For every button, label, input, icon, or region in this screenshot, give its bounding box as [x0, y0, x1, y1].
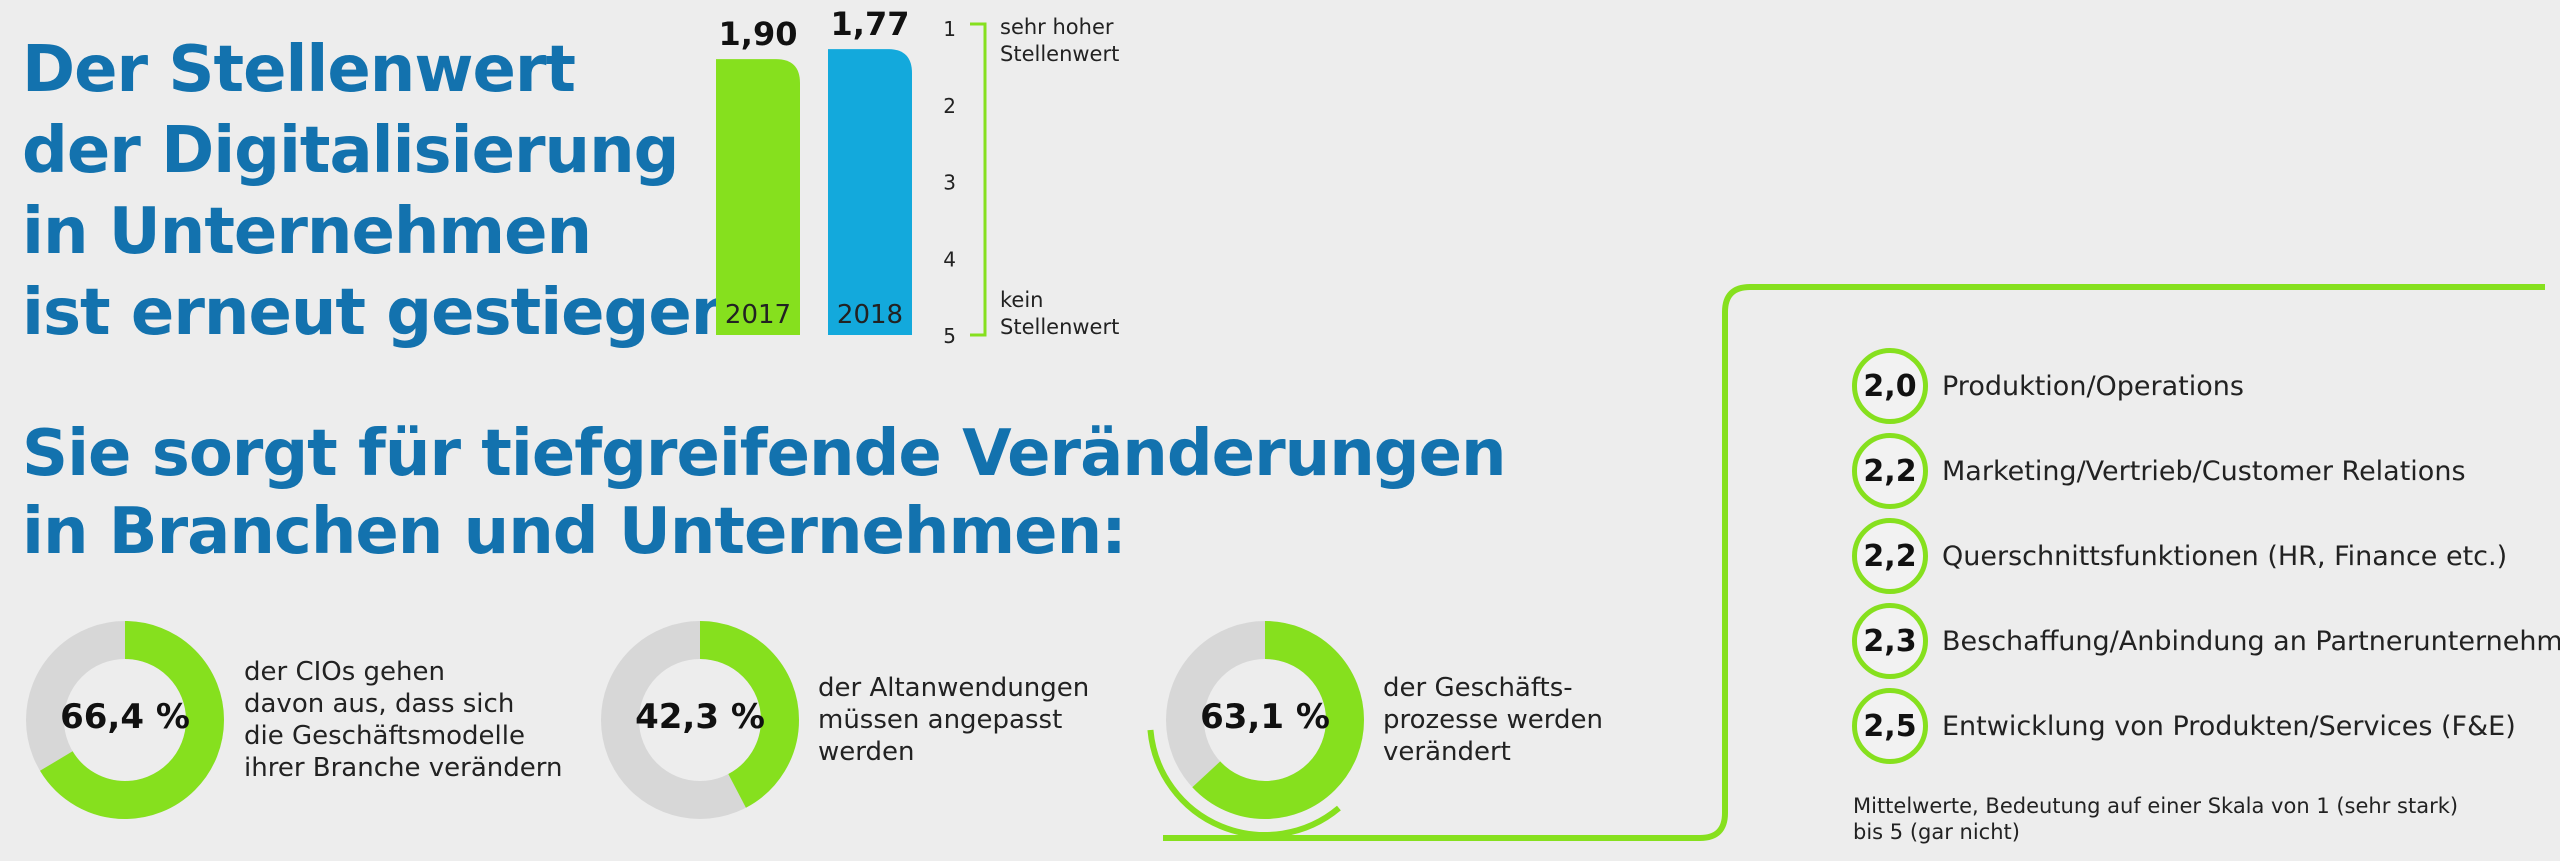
donut-value-label: 66,4 % — [60, 697, 190, 737]
bar — [828, 49, 912, 335]
scale-bottom-label-line: kein — [1000, 288, 1044, 312]
scale-tick-label: 1 — [943, 17, 956, 41]
donut-segment — [1166, 621, 1364, 819]
ranking-value-badge: 2,5 — [1852, 688, 1928, 764]
ranking-label: Marketing/Vertrieb/Customer Relations — [1942, 455, 2466, 487]
description-line: der CIOs gehen — [244, 657, 446, 687]
ranking-label: Produktion/Operations — [1942, 370, 2244, 402]
ranking-row: 2,5 Entwicklung von Produkten/Services (… — [1852, 688, 2516, 764]
ranking-value-badge: 2,2 — [1852, 518, 1928, 594]
description-line: ihrer Branche verändern — [244, 753, 563, 783]
ranking-label: Beschaffung/Anbindung an Partnerunterneh… — [1942, 625, 2560, 657]
headline-line: der Digitalisierung — [22, 114, 679, 188]
ranking-row: 2,0 Produktion/Operations — [1852, 348, 2244, 424]
bar-category-label: 2018 — [837, 300, 903, 330]
scale-tick-label: 5 — [943, 324, 956, 348]
donut-charts — [26, 621, 1364, 838]
description-line: müssen angepasst — [818, 705, 1063, 735]
headline-veraenderungen: Sie sorgt für tiefgreifende Veränderunge… — [22, 415, 1507, 571]
bar — [716, 59, 800, 335]
headline-line: Der Stellenwert — [22, 33, 576, 107]
donut-description: der Altanwendungen müssen angepasst werd… — [818, 672, 1089, 768]
donut-highlight-arc — [1147, 729, 1341, 838]
ranking-row: 2,2 Marketing/Vertrieb/Customer Relation… — [1852, 433, 2466, 509]
bar-value-label: 1,77 — [831, 5, 910, 43]
headline-line: in Branchen und Unternehmen: — [22, 495, 1127, 569]
footnote-line: bis 5 (gar nicht) — [1853, 820, 2020, 844]
donut-description: der CIOs gehen davon aus, dass sich die … — [244, 656, 562, 784]
headline-line: in Unternehmen — [22, 195, 592, 269]
description-line: davon aus, dass sich — [244, 689, 515, 719]
scale-top-label-line: sehr hoher — [1000, 15, 1114, 39]
bar-chart: 1,90 2017 1,77 2018 1 2 3 4 5 — [716, 5, 987, 348]
ranking-row: 2,2 Querschnittsfunktionen (HR, Finance … — [1852, 518, 2507, 594]
headline-line: ist erneut gestiegen. — [22, 276, 760, 350]
ranking-row: 2,3 Beschaffung/Anbindung an Partnerunte… — [1852, 603, 2560, 679]
scale-top-label: sehr hoher Stellenwert — [1000, 14, 1119, 68]
bar-category-label: 2017 — [725, 300, 791, 330]
scale-tick-label: 4 — [943, 247, 956, 271]
scale-tick-label: 2 — [943, 94, 956, 118]
donut-value-label: 42,3 % — [635, 697, 765, 737]
scale-bottom-label: kein Stellenwert — [1000, 287, 1119, 341]
description-line: prozesse werden — [1383, 705, 1603, 735]
scale-top-label-line: Stellenwert — [1000, 42, 1120, 66]
footnote: Mittelwerte, Bedeutung auf einer Skala v… — [1853, 793, 2458, 845]
donut-value-label: 63,1 % — [1200, 697, 1330, 737]
description-line: der Geschäfts- — [1383, 673, 1573, 703]
scale-bottom-label-line: Stellenwert — [1000, 315, 1120, 339]
donut-segment — [601, 621, 799, 819]
donut-description: der Geschäfts- prozesse werden verändert — [1383, 672, 1603, 768]
ranking-value-badge: 2,0 — [1852, 348, 1928, 424]
headline-stellenwert: Der Stellenwert der Digitalisierung in U… — [22, 30, 760, 354]
description-line: werden — [818, 737, 915, 767]
scale-bracket — [970, 22, 987, 337]
description-line: die Geschäftsmodelle — [244, 721, 525, 751]
bar-value-label: 1,90 — [719, 15, 798, 53]
donut-segment — [26, 621, 224, 819]
ranking-value-badge: 2,3 — [1852, 603, 1928, 679]
description-line: der Altanwendungen — [818, 673, 1090, 703]
ranking-label: Entwicklung von Produkten/Services (F&E) — [1942, 710, 2516, 742]
scale-tick-label: 3 — [943, 171, 956, 195]
ranking-label: Querschnittsfunktionen (HR, Finance etc.… — [1942, 540, 2508, 572]
description-line: verändert — [1383, 737, 1511, 767]
connector-path — [1163, 284, 2545, 841]
headline-line: Sie sorgt für tiefgreifende Veränderunge… — [22, 417, 1507, 491]
footnote-line: Mittelwerte, Bedeutung auf einer Skala v… — [1853, 794, 2459, 818]
ranking-value-badge: 2,2 — [1852, 433, 1928, 509]
